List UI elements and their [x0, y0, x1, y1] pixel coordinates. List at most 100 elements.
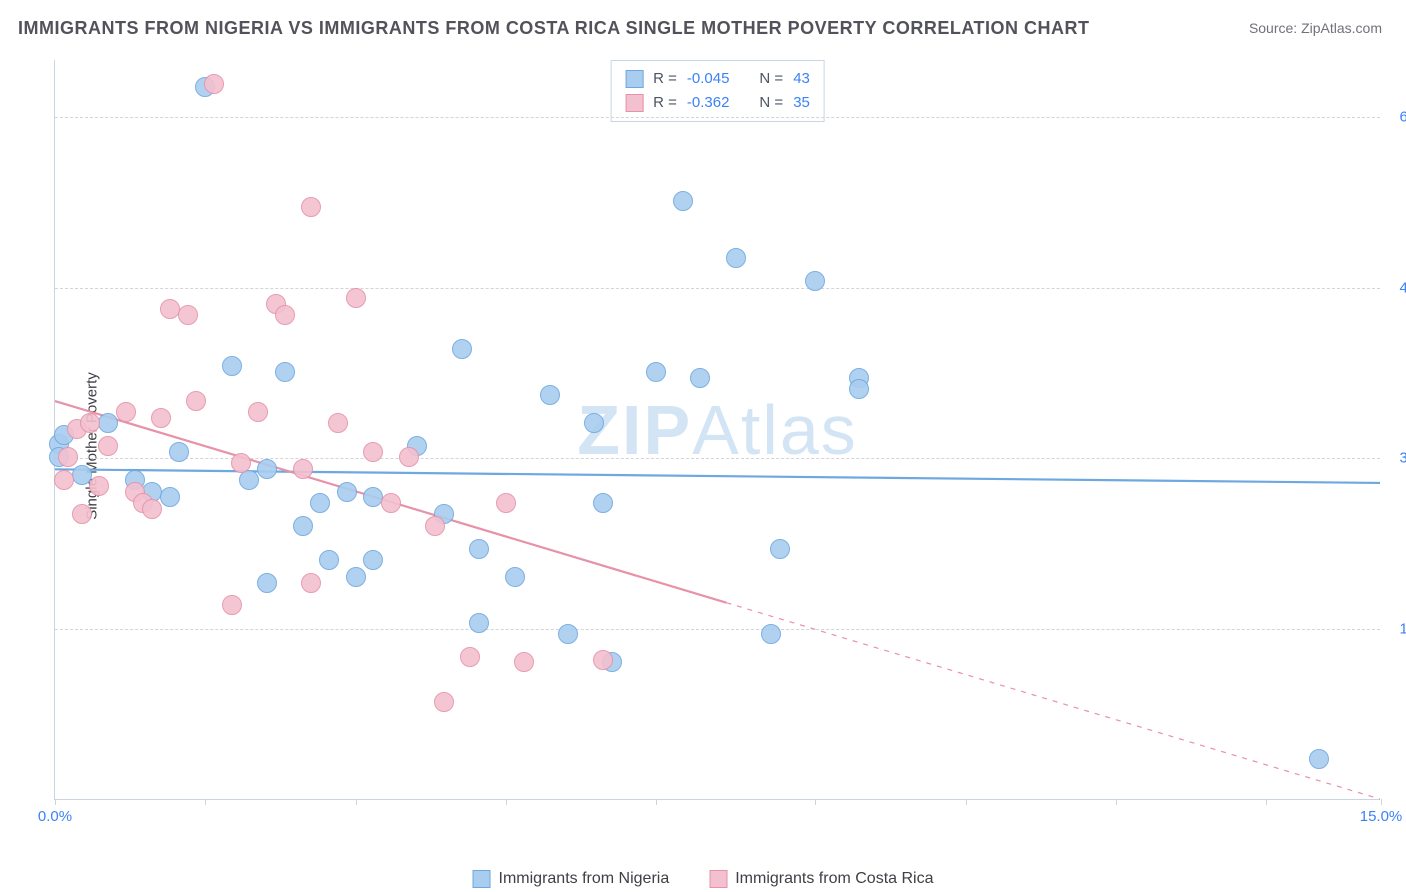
data-point-nigeria: [293, 516, 313, 536]
data-point-costarica: [301, 197, 321, 217]
data-point-costarica: [425, 516, 445, 536]
data-point-nigeria: [337, 482, 357, 502]
data-point-costarica: [222, 595, 242, 615]
legend-stats-row-nigeria: R = -0.045 N = 43: [625, 67, 810, 91]
data-point-costarica: [151, 408, 171, 428]
x-tick: [966, 799, 967, 805]
data-point-costarica: [204, 74, 224, 94]
y-tick-label: 60.0%: [1387, 108, 1406, 125]
data-point-nigeria: [726, 248, 746, 268]
gridline: [55, 458, 1380, 459]
r-label: R =: [653, 91, 677, 115]
data-point-nigeria: [690, 368, 710, 388]
data-point-costarica: [460, 647, 480, 667]
swatch-costarica: [625, 94, 643, 112]
source-prefix: Source:: [1249, 20, 1301, 36]
chart-container: IMMIGRANTS FROM NIGERIA VS IMMIGRANTS FR…: [0, 0, 1406, 892]
data-point-costarica: [80, 413, 100, 433]
data-point-costarica: [54, 470, 74, 490]
n-label: N =: [759, 91, 783, 115]
data-point-nigeria: [98, 413, 118, 433]
gridline: [55, 629, 1380, 630]
n-value-costarica: 35: [793, 91, 810, 115]
data-point-costarica: [178, 305, 198, 325]
data-point-costarica: [593, 650, 613, 670]
data-point-costarica: [496, 493, 516, 513]
data-point-costarica: [514, 652, 534, 672]
x-tick: [205, 799, 206, 805]
data-point-nigeria: [593, 493, 613, 513]
x-tick: [815, 799, 816, 805]
n-value-nigeria: 43: [793, 67, 810, 91]
data-point-costarica: [98, 436, 118, 456]
gridline: [55, 288, 1380, 289]
data-point-costarica: [328, 413, 348, 433]
data-point-nigeria: [452, 339, 472, 359]
x-tick: [656, 799, 657, 805]
data-point-costarica: [58, 447, 78, 467]
data-point-nigeria: [169, 442, 189, 462]
data-point-nigeria: [239, 470, 259, 490]
data-point-nigeria: [257, 459, 277, 479]
data-point-nigeria: [805, 271, 825, 291]
data-point-nigeria: [770, 539, 790, 559]
data-point-nigeria: [761, 624, 781, 644]
data-point-costarica: [116, 402, 136, 422]
data-point-nigeria: [72, 465, 92, 485]
n-label: N =: [759, 67, 783, 91]
trend-lines: [55, 60, 1380, 799]
series-label-costarica: Immigrants from Costa Rica: [735, 870, 933, 888]
data-point-costarica: [346, 288, 366, 308]
chart-title: IMMIGRANTS FROM NIGERIA VS IMMIGRANTS FR…: [18, 18, 1090, 39]
legend-item-costarica: Immigrants from Costa Rica: [709, 870, 933, 888]
x-tick: [1381, 799, 1382, 805]
data-point-nigeria: [1309, 749, 1329, 769]
swatch-nigeria: [473, 870, 491, 888]
x-tick: [506, 799, 507, 805]
plot-area: ZIPAtlas R = -0.045 N = 43 R = -0.362 N …: [54, 60, 1380, 800]
data-point-costarica: [89, 476, 109, 496]
legend-stats-row-costarica: R = -0.362 N = 35: [625, 91, 810, 115]
data-point-nigeria: [469, 613, 489, 633]
data-point-nigeria: [363, 550, 383, 570]
data-point-costarica: [434, 692, 454, 712]
data-point-costarica: [186, 391, 206, 411]
source-link[interactable]: ZipAtlas.com: [1301, 20, 1382, 36]
data-point-costarica: [248, 402, 268, 422]
data-point-costarica: [381, 493, 401, 513]
gridline: [55, 117, 1380, 118]
r-label: R =: [653, 67, 677, 91]
x-tick: [356, 799, 357, 805]
data-point-nigeria: [469, 539, 489, 559]
data-point-nigeria: [319, 550, 339, 570]
data-point-nigeria: [505, 567, 525, 587]
data-point-nigeria: [160, 487, 180, 507]
data-point-nigeria: [673, 191, 693, 211]
x-tick-label: 0.0%: [38, 808, 72, 825]
y-tick-label: 45.0%: [1387, 279, 1406, 296]
data-point-costarica: [399, 447, 419, 467]
data-point-nigeria: [540, 385, 560, 405]
data-point-costarica: [142, 499, 162, 519]
data-point-nigeria: [558, 624, 578, 644]
data-point-costarica: [293, 459, 313, 479]
data-point-costarica: [72, 504, 92, 524]
data-point-costarica: [301, 573, 321, 593]
y-tick-label: 30.0%: [1387, 450, 1406, 467]
r-value-costarica: -0.362: [687, 91, 730, 115]
data-point-costarica: [363, 442, 383, 462]
data-point-nigeria: [584, 413, 604, 433]
data-point-nigeria: [849, 379, 869, 399]
data-point-nigeria: [275, 362, 295, 382]
series-label-nigeria: Immigrants from Nigeria: [499, 870, 670, 888]
legend-item-nigeria: Immigrants from Nigeria: [473, 870, 670, 888]
data-point-costarica: [231, 453, 251, 473]
legend-stats-box: R = -0.045 N = 43 R = -0.362 N = 35: [610, 60, 825, 122]
data-point-nigeria: [310, 493, 330, 513]
x-tick: [1266, 799, 1267, 805]
x-tick: [1116, 799, 1117, 805]
swatch-nigeria: [625, 70, 643, 88]
data-point-nigeria: [346, 567, 366, 587]
y-tick-label: 15.0%: [1387, 621, 1406, 638]
data-point-nigeria: [222, 356, 242, 376]
